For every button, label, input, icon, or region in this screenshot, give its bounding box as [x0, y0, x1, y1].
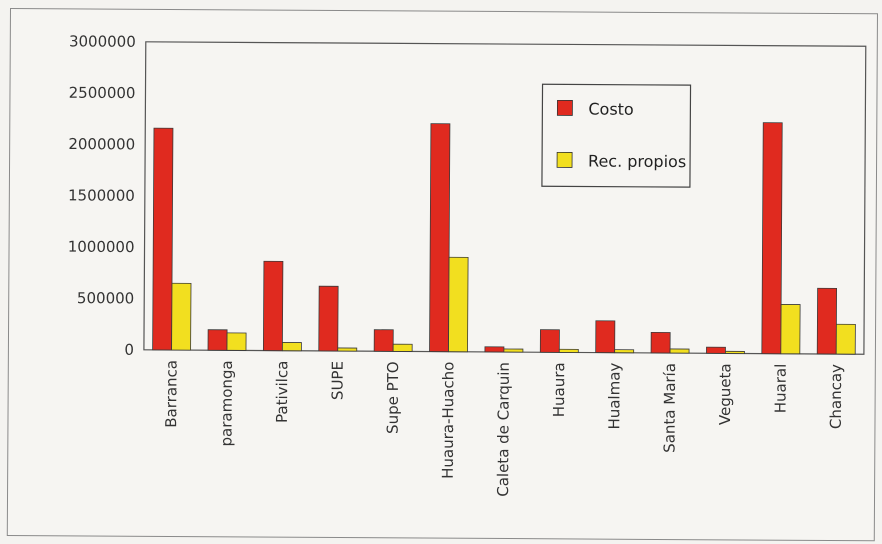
plot-area [143, 41, 867, 355]
bar-costo [484, 346, 505, 353]
x-category-label: Huaura [550, 362, 568, 417]
bar-costo [706, 346, 726, 354]
x-category-label: Santa María [660, 363, 679, 453]
x-category-label: Supe PTO [384, 361, 402, 434]
bar-rec-propios [835, 323, 856, 355]
x-category-label: SUPE [328, 361, 346, 400]
bar-costo [318, 285, 339, 352]
x-category-label: Huaura-Huacho [439, 362, 458, 479]
legend-box [541, 83, 692, 188]
y-tick-label: 2500000 [69, 84, 136, 102]
legend-swatch-rec-propios [556, 151, 573, 168]
bars [152, 122, 856, 355]
y-tick-label: 0 [124, 341, 134, 359]
legend-label-rec-propios: Rec. propios [588, 152, 686, 172]
bar-chart: 3000000 2500000 2000000 1500000 1000000 50000… [68, 32, 867, 497]
x-axis-categories: Barranca paramonga Pativilca SUPE Supe PTO Hu… [162, 360, 845, 497]
bar-rec-propios [448, 256, 469, 353]
y-tick-label: 1000000 [68, 238, 135, 256]
bar-rec-propios [171, 282, 192, 351]
bar-costo [595, 320, 616, 354]
bar-costo [761, 122, 783, 355]
x-category-label: Barranca [162, 360, 180, 428]
legend-label-costo: Costo [588, 100, 633, 119]
bar-rec-propios [337, 347, 358, 352]
y-tick-label: 1500000 [68, 186, 135, 204]
bar-rec-propios [226, 332, 247, 351]
y-tick-label: 3000000 [69, 32, 136, 50]
legend: Costo Rec. propios [541, 83, 692, 188]
bar-rec-propios [614, 349, 635, 354]
bar-rec-propios [392, 343, 413, 352]
x-category-label: Vegueta [716, 363, 734, 425]
bar-rec-propios [503, 348, 524, 353]
bar-rec-propios [281, 342, 302, 352]
bar-costo [539, 329, 560, 353]
bar-costo [429, 123, 451, 353]
bar-costo [373, 329, 394, 352]
bar-costo [262, 260, 284, 352]
y-axis-ticks: 3000000 2500000 2000000 1500000 1000000 50000… [68, 32, 136, 359]
bar-rec-propios [780, 304, 801, 355]
x-category-label: Chancay [827, 364, 845, 429]
x-category-label: Pativilca [273, 361, 291, 423]
x-category-label: paramonga [217, 360, 236, 446]
bar-rec-propios [725, 350, 745, 354]
x-category-label: Huaral [771, 364, 789, 414]
bar-costo [816, 287, 838, 355]
y-tick-label: 2000000 [68, 135, 135, 153]
bar-costo [650, 331, 671, 354]
legend-swatch-costo [556, 99, 573, 116]
x-category-label: Caleta de Carquin [494, 362, 513, 497]
x-category-label: Hualmay [605, 363, 623, 430]
bar-costo [207, 329, 228, 351]
bar-costo [152, 127, 174, 351]
y-tick-label: 500000 [77, 289, 134, 307]
bar-rec-propios [669, 348, 690, 354]
chart-frame: 3000000 2500000 2000000 1500000 1000000 50000… [6, 8, 878, 542]
bar-rec-propios [558, 348, 579, 353]
